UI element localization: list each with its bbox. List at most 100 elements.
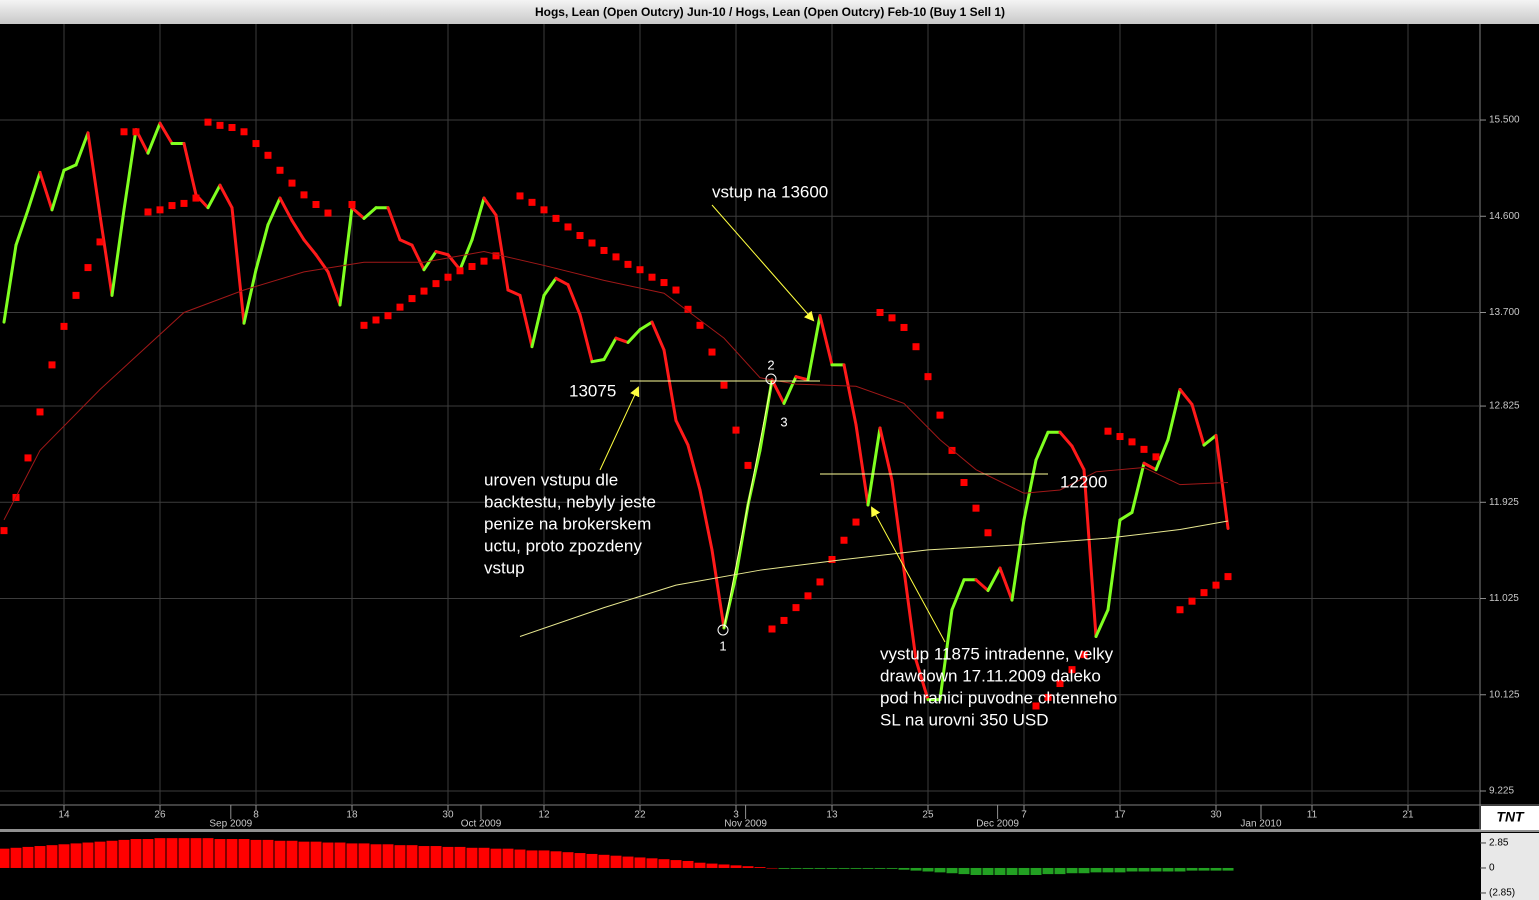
price-segment: [794, 375, 810, 382]
sar-dot: [324, 209, 332, 217]
macd-bar: [778, 867, 790, 869]
macd-y-tick-label: 2.85: [1489, 838, 1509, 849]
sar-dot: [456, 267, 464, 275]
annotation: 13075: [569, 381, 616, 400]
sar-dot: [204, 118, 212, 126]
price-segment: [1010, 518, 1026, 602]
macd-bar: [130, 839, 142, 868]
sar-dot: [636, 266, 644, 274]
annotations: vstup na 13600 13075 12200 uroven vstupu…: [484, 182, 1117, 729]
price-segment: [1178, 387, 1194, 406]
macd-bar: [442, 846, 454, 868]
price-segment: [1142, 461, 1158, 472]
sar-dot: [612, 253, 620, 261]
macd-bar: [10, 847, 22, 868]
sar-dot: [192, 194, 200, 202]
sar-dot: [180, 199, 188, 207]
price-segment: [770, 378, 786, 405]
y-tick-label: 13.700: [1489, 307, 1520, 318]
macd-bar: [382, 844, 394, 868]
macd-bar: [646, 858, 658, 868]
sar-dot: [480, 257, 488, 265]
sar-dot: [684, 305, 692, 313]
sar-dot: [516, 192, 524, 200]
annotation: uctu, proto zpozdeny: [484, 536, 642, 555]
sar-dot: [816, 578, 824, 586]
x-tick-label: 3: [733, 810, 739, 821]
price-segment: [410, 243, 426, 272]
price-segment: [650, 320, 666, 352]
y-tick-label: 15.500: [1489, 115, 1520, 126]
macd-bar: [982, 867, 994, 875]
macd-bar: [658, 859, 670, 868]
sar-dot: [348, 200, 356, 208]
macd-y-tick-label: 0: [1489, 863, 1495, 874]
price-segment: [98, 213, 114, 297]
macd-bar: [22, 846, 34, 868]
arrow: [711, 204, 815, 322]
price-segment: [1202, 433, 1218, 447]
price-segment: [146, 121, 162, 155]
x-tick-label: 11: [1307, 810, 1318, 821]
price-segment: [62, 163, 78, 172]
macd-bar: [82, 842, 94, 868]
macd-bar: [1114, 867, 1126, 873]
price-segment: [50, 168, 66, 212]
price-segment: [122, 128, 138, 212]
sar-dot: [1032, 702, 1040, 710]
sar-dot: [1044, 693, 1052, 701]
x-tick-label: 21: [1402, 810, 1414, 821]
price-segment: [278, 196, 294, 223]
month-label: Oct 2009: [461, 819, 502, 830]
macd-bar: [58, 844, 70, 868]
x-tick-label: 30: [1210, 810, 1222, 821]
macd-bar: [886, 867, 898, 869]
sar-dot: [36, 408, 44, 416]
price-segment: [842, 363, 858, 427]
sar-dot: [576, 232, 584, 240]
price-segment: [902, 568, 918, 662]
x-tick-label: 8: [253, 810, 259, 821]
sar-dot: [216, 121, 224, 129]
sar-dot: [1140, 445, 1148, 453]
price-segment: [578, 313, 594, 364]
moving-average: [3, 251, 1229, 521]
sar-dot: [984, 529, 992, 537]
price-segment: [230, 206, 246, 325]
macd-bar: [754, 867, 766, 868]
sar-dot: [792, 604, 800, 612]
sar-dot: [1068, 666, 1076, 674]
price-segment: [254, 223, 270, 272]
price-segment: [1190, 402, 1206, 447]
title-bar: [0, 0, 1539, 24]
sar-dot: [1116, 433, 1124, 441]
macd-bar: [94, 841, 106, 868]
sar-dot: [252, 140, 260, 148]
x-tick-label: 25: [922, 810, 934, 821]
macd-bar: [922, 867, 934, 872]
macd-bar: [166, 838, 178, 868]
sar-dot: [264, 151, 272, 159]
macd-bar: [1186, 867, 1198, 871]
macd-axis-box: [1481, 833, 1539, 900]
price-segment: [290, 219, 306, 242]
macd-bar: [34, 846, 46, 868]
macd-bar: [346, 843, 358, 868]
macd-bar: [1150, 867, 1162, 872]
y-tick-label: 11.025: [1489, 593, 1519, 604]
macd-bar: [826, 867, 838, 869]
macd-bar: [874, 867, 886, 869]
month-label: Dec 2009: [976, 819, 1019, 830]
price-segment: [518, 293, 534, 349]
price-segment: [158, 121, 174, 146]
logo: TNT: [1496, 809, 1525, 825]
sar-dot: [540, 206, 548, 214]
macd-bar: [118, 839, 130, 868]
macd-bar: [322, 842, 334, 868]
price-segment: [1070, 444, 1086, 472]
price-segment: [14, 208, 30, 247]
price-segment: [554, 276, 570, 287]
macd-bar: [274, 840, 286, 868]
sar-dot: [696, 321, 704, 329]
swing-line: [723, 379, 773, 629]
